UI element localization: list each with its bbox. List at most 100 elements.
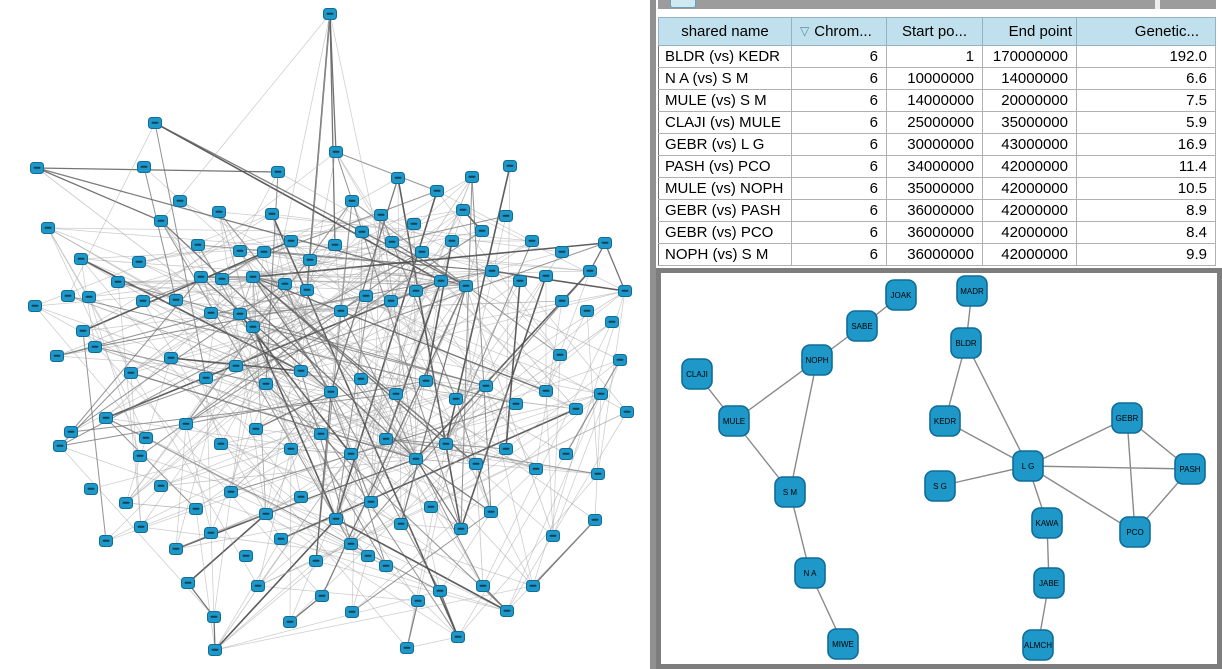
table-cell[interactable]: 170000000 xyxy=(982,45,1077,68)
table-cell[interactable]: GEBR (vs) L G xyxy=(658,133,792,156)
network-node[interactable] xyxy=(214,438,228,450)
table-cell[interactable]: 10.5 xyxy=(1076,177,1216,200)
network-node[interactable] xyxy=(513,275,527,287)
network-node[interactable] xyxy=(400,642,414,654)
table-cell[interactable]: 6 xyxy=(791,111,887,134)
network-node[interactable] xyxy=(148,117,162,129)
table-cell[interactable]: 1 xyxy=(886,45,983,68)
table-cell[interactable]: 6 xyxy=(791,221,887,244)
network-node[interactable] xyxy=(134,521,148,533)
network-node[interactable] xyxy=(246,271,260,283)
table-cell[interactable]: 14000000 xyxy=(886,89,983,112)
network-node[interactable] xyxy=(137,161,151,173)
network-node[interactable] xyxy=(212,206,226,218)
network-node[interactable] xyxy=(284,235,298,247)
table-cell[interactable]: 42000000 xyxy=(982,243,1077,266)
network-node[interactable] xyxy=(82,291,96,303)
network-node[interactable] xyxy=(555,246,569,258)
network-node[interactable] xyxy=(445,235,459,247)
table-cell[interactable]: 36000000 xyxy=(886,199,983,222)
table-cell[interactable]: CLAJI (vs) MULE xyxy=(658,111,792,134)
network-node[interactable] xyxy=(476,580,490,592)
network-node[interactable] xyxy=(50,350,64,362)
network-node[interactable] xyxy=(251,580,265,592)
network-node[interactable] xyxy=(424,501,438,513)
network-node[interactable] xyxy=(224,486,238,498)
network-node[interactable] xyxy=(580,305,594,317)
subnetwork-node-MIWE[interactable]: MIWE xyxy=(827,628,859,660)
network-node[interactable] xyxy=(124,367,138,379)
table-cell[interactable]: 6 xyxy=(791,177,887,200)
network-node[interactable] xyxy=(278,278,292,290)
subnetwork-edge[interactable] xyxy=(965,342,1029,467)
network-node[interactable] xyxy=(154,480,168,492)
table-cell[interactable]: 20000000 xyxy=(982,89,1077,112)
table-cell[interactable]: BLDR (vs) KEDR xyxy=(658,45,792,68)
subnetwork-node-SABE[interactable]: SABE xyxy=(846,310,878,342)
subnetwork-node-MADR[interactable]: MADR xyxy=(956,275,988,307)
network-node[interactable] xyxy=(246,321,260,333)
network-node[interactable] xyxy=(555,295,569,307)
subnetwork-edge[interactable] xyxy=(1126,417,1136,533)
network-node[interactable] xyxy=(169,294,183,306)
table-cell[interactable]: 6 xyxy=(791,155,887,178)
subnetwork-node-JOAK[interactable]: JOAK xyxy=(885,279,917,311)
network-node[interactable] xyxy=(415,246,429,258)
network-node[interactable] xyxy=(469,458,483,470)
network-node[interactable] xyxy=(41,222,55,234)
table-row[interactable]: GEBR (vs) PCO 6 36000000 42000000 8.4 xyxy=(658,221,1216,244)
table-row[interactable]: GEBR (vs) PASH 6 36000000 42000000 8.9 xyxy=(658,199,1216,222)
network-node[interactable] xyxy=(553,349,567,361)
network-overview-canvas[interactable] xyxy=(0,0,650,669)
table-cell[interactable]: 11.4 xyxy=(1076,155,1216,178)
table-cell[interactable]: 6 xyxy=(791,199,887,222)
network-node[interactable] xyxy=(484,506,498,518)
network-node[interactable] xyxy=(620,406,634,418)
table-row[interactable]: PASH (vs) PCO 6 34000000 42000000 11.4 xyxy=(658,155,1216,178)
network-node[interactable] xyxy=(409,453,423,465)
network-node[interactable] xyxy=(539,385,553,397)
network-node[interactable] xyxy=(88,341,102,353)
table-cell[interactable]: 25000000 xyxy=(886,111,983,134)
network-node[interactable] xyxy=(449,393,463,405)
subnetwork-edge[interactable] xyxy=(1027,465,1191,470)
network-node[interactable] xyxy=(359,290,373,302)
network-node[interactable] xyxy=(594,388,608,400)
subnetwork-node-PASH[interactable]: PASH xyxy=(1174,453,1206,485)
network-node[interactable] xyxy=(294,491,308,503)
network-node[interactable] xyxy=(189,503,203,515)
table-row[interactable]: N A (vs) S M 6 10000000 14000000 6.6 xyxy=(658,67,1216,90)
table-cell[interactable]: 9.9 xyxy=(1076,243,1216,266)
table-row[interactable]: NOPH (vs) S M 6 36000000 42000000 9.9 xyxy=(658,243,1216,266)
network-node[interactable] xyxy=(133,450,147,462)
network-node[interactable] xyxy=(239,550,253,562)
table-cell[interactable]: 36000000 xyxy=(886,221,983,244)
network-node[interactable] xyxy=(539,270,553,282)
subnetwork-node-BLDR[interactable]: BLDR xyxy=(950,327,982,359)
network-node[interactable] xyxy=(479,380,493,392)
network-node[interactable] xyxy=(391,172,405,184)
network-node[interactable] xyxy=(233,308,247,320)
network-node[interactable] xyxy=(139,432,153,444)
table-cell[interactable]: 6.6 xyxy=(1076,67,1216,90)
table-cell[interactable]: 42000000 xyxy=(982,177,1077,200)
table-cell[interactable]: 6 xyxy=(791,243,887,266)
network-node[interactable] xyxy=(500,605,514,617)
table-cell[interactable]: 6 xyxy=(791,89,887,112)
column-header-end-point[interactable]: End point xyxy=(982,17,1077,46)
subnetwork-edge[interactable] xyxy=(789,359,818,493)
network-node[interactable] xyxy=(345,606,359,618)
filter-icon[interactable]: ▽ xyxy=(800,24,810,38)
subnetwork-node-PCO[interactable]: PCO xyxy=(1119,516,1151,548)
subnetwork-node-MULE[interactable]: MULE xyxy=(718,405,750,437)
network-node[interactable] xyxy=(361,550,375,562)
network-node[interactable] xyxy=(204,307,218,319)
network-node[interactable] xyxy=(215,273,229,285)
subnetwork-node-NA[interactable]: N A xyxy=(794,557,826,589)
table-cell[interactable]: 6 xyxy=(791,45,887,68)
subnetwork-edge[interactable] xyxy=(1027,465,1136,533)
table-cell[interactable]: 35000000 xyxy=(886,177,983,200)
network-node[interactable] xyxy=(451,631,465,643)
network-node[interactable] xyxy=(61,290,75,302)
network-node[interactable] xyxy=(334,305,348,317)
